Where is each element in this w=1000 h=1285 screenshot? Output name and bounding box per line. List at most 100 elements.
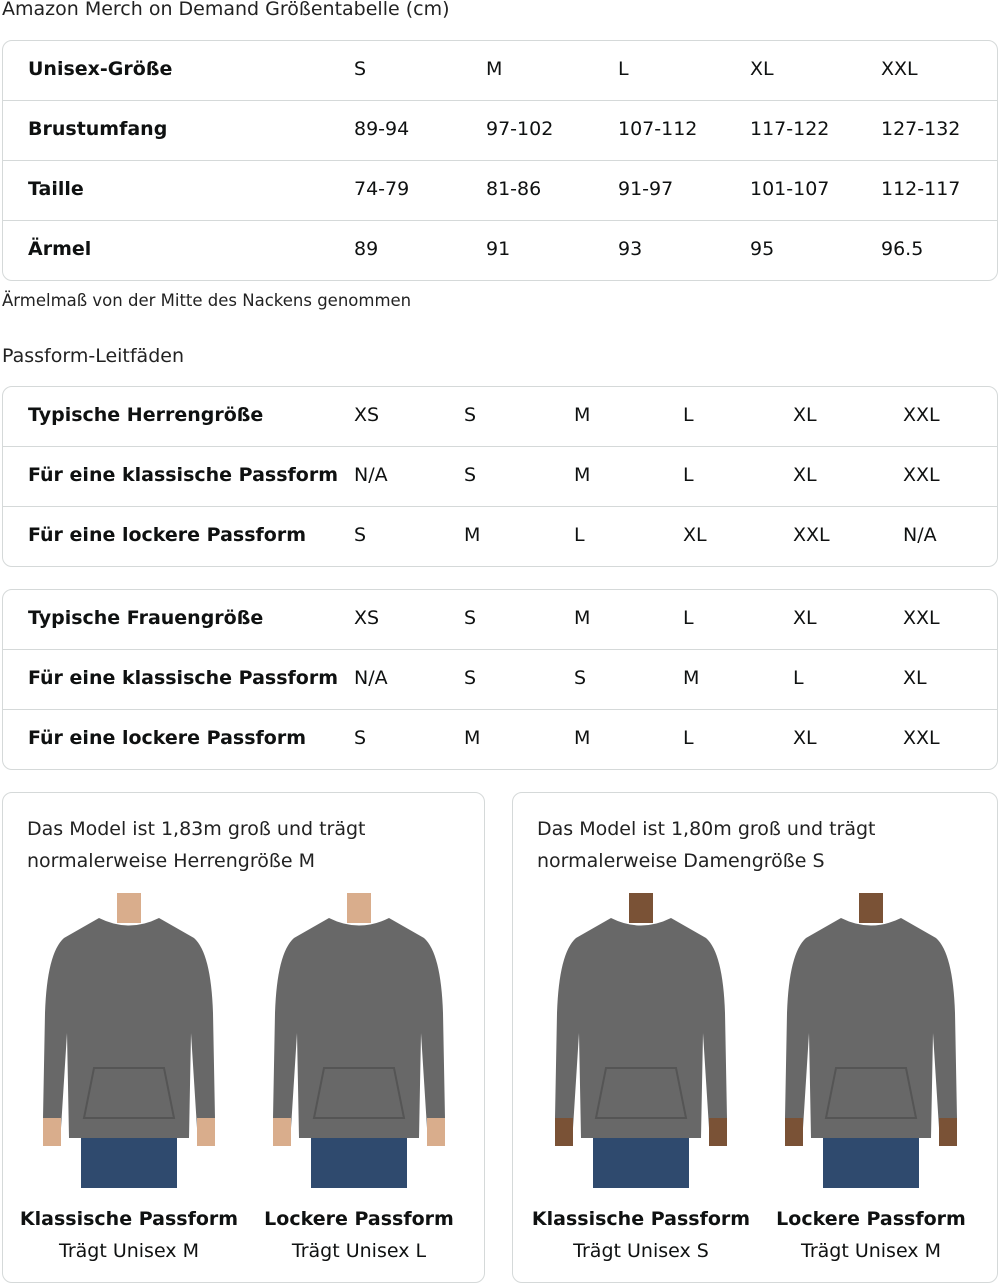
table-cell: S [354,58,367,80]
fit-label: Lockere Passform [776,1208,966,1230]
table-cell: L [618,58,629,80]
table-cell: 89-94 [354,118,410,140]
table-cell: XXL [793,524,830,546]
women-fit-table: Typische Frauengröße XS S M L XL XXL Für eine k… [2,589,998,770]
table-cell: M [464,727,481,749]
table-cell: 91 [486,238,511,260]
table-cell: XS [354,404,380,426]
table-cell: XXL [903,404,940,426]
row-label: Für eine lockere Passform [28,727,307,749]
size-table: Unisex-Größe S M L XL XXL Brustumfang 89-94 97-1… [2,40,998,281]
table-cell: M [574,607,591,629]
women-model-card: Das Model ist 1,80m groß und trägt normal… [512,792,998,1283]
row-label: Unisex-Größe [28,58,173,80]
table-row: Für eine lockere Passform S M L XL XXL N/A [3,507,997,566]
wears-label: Trägt Unisex L [291,1240,427,1262]
table-row: Für eine klassische Passform N/A S S M L XL [3,650,997,710]
table-cell: XXL [903,464,940,486]
table-cell: 93 [618,238,643,260]
hand [555,1118,573,1146]
table-cell: XL [683,524,707,546]
table-cell: S [464,464,477,486]
model-photo [541,893,741,1188]
table-cell: S [464,607,477,629]
hand [709,1118,727,1146]
hoodie [43,918,215,1138]
card-text-line2: normalerweise Damengröße S [537,850,825,872]
table-cell: M [574,727,591,749]
card-text-line2: normalerweise Herrengröße M [27,850,315,872]
table-cell: XXL [903,727,940,749]
table-cell: N/A [903,524,937,546]
card-text-line1: Das Model ist 1,80m groß und trägt [537,818,876,840]
table-row: Brustumfang 89-94 97-102 107-112 117-122 127-… [3,101,997,161]
table-row: Für eine lockere Passform S M M L XL XXL [3,710,997,769]
table-cell: S [574,667,587,689]
pocket [312,1067,406,1119]
table-cell: M [486,58,503,80]
table-cell: S [464,404,477,426]
table-cell: L [683,404,694,426]
table-cell: 97-102 [486,118,554,140]
table-row: Typische Frauengröße XS S M L XL XXL [3,590,997,650]
hoodie [785,918,957,1138]
table-cell: XXL [903,607,940,629]
row-label: Taille [28,178,84,200]
table-row: Taille 74-79 81-86 91-97 101-107 112-117 [3,161,997,221]
table-cell: M [574,404,591,426]
table-cell: M [683,667,700,689]
row-label: Typische Frauengröße [28,607,264,629]
table-cell: 101-107 [750,178,830,200]
wears-label: Trägt Unisex S [573,1240,709,1262]
table-cell: 91-97 [618,178,674,200]
table-cell: L [793,667,804,689]
row-label: Typische Herrengröße [28,404,264,426]
neck [117,893,141,923]
table-cell: L [683,464,694,486]
hand [43,1118,61,1146]
table-cell: XL [793,727,817,749]
table-cell: 127-132 [881,118,961,140]
row-label: Für eine klassische Passform [28,464,339,486]
table-cell: XL [793,607,817,629]
table-cell: M [574,464,591,486]
table-row: Typische Herrengröße XS S M L XL XXL [3,387,997,447]
pocket [824,1067,918,1119]
table-cell: 81-86 [486,178,542,200]
table-row: Unisex-Größe S M L XL XXL [3,41,997,101]
row-label: Für eine klassische Passform [28,667,339,689]
hoodie [555,918,727,1138]
hand [785,1118,803,1146]
card-text-line1: Das Model ist 1,83m groß und trägt [27,818,366,840]
fit-heading: Passform-Leitfäden [2,345,184,367]
table-cell: N/A [354,667,388,689]
row-label: Ärmel [28,238,92,260]
table-cell: 107-112 [618,118,698,140]
table-cell: S [354,727,367,749]
table-row: Für eine klassische Passform N/A S M L XL XXL [3,447,997,507]
row-label: Für eine lockere Passform [28,524,307,546]
hand [427,1118,445,1146]
wears-label: Trägt Unisex M [59,1240,199,1262]
table-cell: 96.5 [881,238,924,260]
hand [273,1118,291,1146]
table-cell: 89 [354,238,379,260]
fit-label: Klassische Passform [531,1208,751,1230]
men-model-card: Das Model ist 1,83m groß und trägt normal… [2,792,485,1283]
hand [197,1118,215,1146]
table-cell: L [683,607,694,629]
table-cell: XL [903,667,927,689]
table-cell: XS [354,607,380,629]
table-cell: L [683,727,694,749]
table-cell: L [574,524,585,546]
pocket [594,1067,688,1119]
table-cell: XL [793,464,817,486]
model-photo [29,893,229,1188]
table-cell: N/A [354,464,388,486]
wears-label: Trägt Unisex M [801,1240,941,1262]
table-cell: S [354,524,367,546]
page-title: Amazon Merch on Demand Größentabelle (cm… [2,0,450,20]
fit-label: Klassische Passform [19,1208,239,1230]
model-photo [771,893,971,1188]
table-cell: 112-117 [881,178,961,200]
